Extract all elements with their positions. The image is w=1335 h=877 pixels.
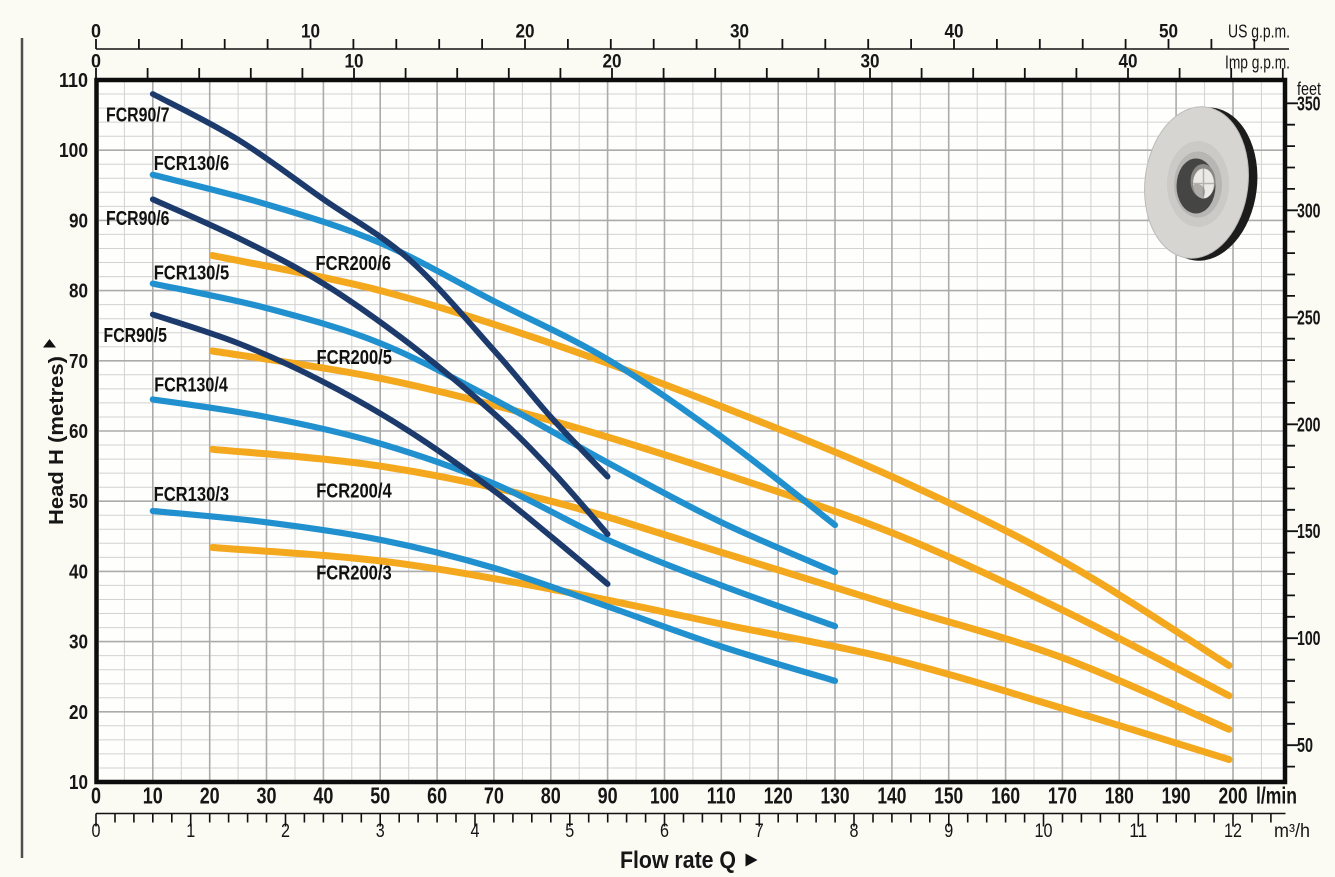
svg-text:20: 20 [516, 22, 535, 43]
svg-text:70: 70 [484, 783, 504, 809]
svg-text:l/min: l/min [1256, 783, 1297, 809]
svg-text:30: 30 [730, 22, 749, 43]
svg-text:Head H (metres): Head H (metres) [45, 356, 68, 525]
svg-text:FCR130/4: FCR130/4 [154, 375, 228, 397]
svg-text:150: 150 [934, 783, 963, 809]
svg-text:350: 350 [1297, 92, 1321, 115]
svg-text:70: 70 [69, 350, 88, 373]
svg-text:180: 180 [1105, 783, 1134, 809]
svg-text:80: 80 [541, 783, 561, 809]
svg-text:110: 110 [59, 69, 88, 92]
svg-text:110: 110 [707, 783, 736, 809]
svg-text:5: 5 [565, 820, 574, 842]
svg-text:140: 140 [877, 783, 906, 809]
svg-text:1: 1 [186, 820, 195, 842]
svg-text:50: 50 [69, 490, 88, 513]
svg-text:10: 10 [301, 22, 320, 43]
svg-text:9: 9 [944, 820, 953, 842]
svg-text:200: 200 [1297, 413, 1321, 436]
svg-text:3: 3 [376, 820, 385, 842]
svg-text:0: 0 [91, 783, 101, 809]
svg-text:feet: feet [1297, 78, 1321, 99]
svg-text:50: 50 [1297, 734, 1313, 757]
svg-text:10: 10 [143, 783, 163, 809]
svg-text:0: 0 [91, 22, 101, 43]
svg-text:FCR130/6: FCR130/6 [154, 153, 230, 175]
svg-text:7: 7 [755, 820, 764, 842]
svg-text:160: 160 [991, 783, 1020, 809]
svg-text:20: 20 [69, 701, 88, 724]
svg-text:150: 150 [1297, 520, 1321, 543]
svg-text:FCR90/5: FCR90/5 [104, 325, 168, 347]
svg-text:2: 2 [281, 820, 290, 842]
svg-text:FCR200/3: FCR200/3 [316, 563, 392, 585]
svg-text:170: 170 [1048, 783, 1077, 809]
svg-text:100: 100 [1297, 627, 1321, 650]
svg-text:100: 100 [59, 139, 88, 162]
svg-text:80: 80 [69, 280, 88, 303]
svg-text:US g.p.m.: US g.p.m. [1228, 21, 1290, 42]
svg-text:20: 20 [200, 783, 220, 809]
svg-text:FCR130/5: FCR130/5 [154, 263, 230, 285]
svg-text:10: 10 [69, 771, 88, 794]
svg-text:40: 40 [69, 560, 88, 583]
svg-text:FCR200/4: FCR200/4 [316, 481, 392, 503]
svg-text:FCR90/7: FCR90/7 [106, 105, 170, 127]
svg-text:FCR200/6: FCR200/6 [316, 253, 392, 275]
svg-text:100: 100 [650, 783, 679, 809]
svg-text:60: 60 [69, 420, 88, 443]
svg-text:190: 190 [1162, 783, 1191, 809]
svg-text:120: 120 [764, 783, 793, 809]
svg-text:50: 50 [1159, 22, 1178, 43]
svg-text:6: 6 [660, 820, 669, 842]
svg-text:50: 50 [370, 783, 390, 809]
svg-text:11: 11 [1129, 820, 1147, 842]
svg-text:Flow rate Q: Flow rate Q [620, 847, 736, 874]
svg-text:30: 30 [257, 783, 277, 809]
svg-text:0: 0 [92, 820, 101, 842]
svg-text:20: 20 [603, 52, 622, 73]
svg-text:4: 4 [471, 820, 480, 842]
svg-text:10: 10 [345, 52, 364, 73]
svg-text:8: 8 [850, 820, 859, 842]
svg-text:200: 200 [1219, 783, 1248, 809]
svg-text:10: 10 [1035, 820, 1053, 842]
svg-text:12: 12 [1224, 820, 1242, 842]
svg-text:250: 250 [1297, 306, 1321, 329]
svg-text:90: 90 [598, 783, 618, 809]
svg-text:40: 40 [1119, 52, 1138, 73]
svg-text:40: 40 [313, 783, 333, 809]
svg-text:90: 90 [69, 209, 88, 232]
svg-text:FCR200/5: FCR200/5 [317, 347, 393, 369]
svg-text:Imp g.p.m.: Imp g.p.m. [1225, 52, 1290, 73]
svg-text:FCR90/6: FCR90/6 [106, 208, 170, 230]
svg-text:30: 30 [861, 52, 880, 73]
svg-text:130: 130 [821, 783, 850, 809]
svg-text:FCR130/3: FCR130/3 [154, 484, 230, 506]
svg-text:300: 300 [1297, 199, 1321, 222]
svg-text:30: 30 [69, 631, 88, 654]
svg-text:0: 0 [91, 52, 101, 73]
svg-text:m³/h: m³/h [1274, 820, 1310, 842]
svg-text:60: 60 [427, 783, 447, 809]
svg-text:40: 40 [945, 22, 964, 43]
